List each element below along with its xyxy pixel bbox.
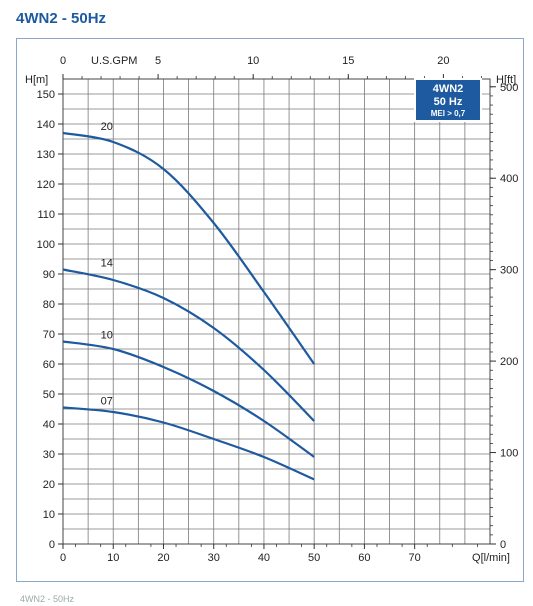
y-tick-label: 100 [37,239,55,251]
y-tick-label: 30 [43,449,55,461]
x-tick-label: 0 [60,552,66,564]
y2-tick-label: 0 [500,539,506,551]
y-tick-label: 110 [37,209,55,221]
curves [62,131,316,481]
curve-14 [62,268,315,422]
curve-label-20: 20 [101,121,113,133]
y-tick-label: 130 [37,149,55,161]
x-tick-label: 40 [258,552,270,564]
model-badge: 4WN2 50 Hz MEI > 0,7 [414,78,482,122]
x2-tick-label: 10 [247,55,259,67]
x-axis-label: Q[l/min] [472,552,510,564]
badge-line2: 50 Hz [434,96,463,108]
y-tick-label: 10 [43,509,55,521]
x-tick-label: 50 [308,552,320,564]
curve-label-07: 07 [101,396,113,408]
y-tick-label: 20 [43,479,55,491]
y-tick-label: 90 [43,269,55,281]
y-tick-label: 60 [43,359,55,371]
y2-tick-label: 400 [500,173,518,185]
x2-tick-label: 5 [155,55,161,67]
badge-line3: MEI > 0,7 [431,109,466,118]
x-tick-label: 10 [107,552,119,564]
y2-tick-label: 300 [500,265,518,277]
axes: 0 10 20 30 40 50 60 700102030405060708090100110… [25,55,518,564]
y-tick-label: 40 [43,419,55,431]
y-tick-label: 80 [43,299,55,311]
x-tick-label: 70 [409,552,421,564]
chart-frame: 0 10 20 30 40 50 60 70 0 10 20 30 40 50 60 70 80 90 100 110… [16,38,524,582]
x-tick-label: 30 [208,552,220,564]
y-axis-label: H[m] [25,74,48,86]
y-tick-label: 150 [37,89,55,101]
badge-line1: 4WN2 [433,83,464,95]
x-tick-label: 20 [157,552,169,564]
footer-text: 4WN2 - 50Hz [20,594,75,604]
grid [62,78,491,545]
y-tick-label: 70 [43,329,55,341]
x2-axis-label: U.S.GPM [91,55,137,67]
y2-tick-label: 500 [500,82,518,94]
x2-tick-label: 20 [437,55,449,67]
curve-label-14: 14 [101,258,113,270]
pump-curve-chart: 0 10 20 30 40 50 60 700102030405060708090100110… [25,55,518,564]
y2-tick-label: 100 [500,448,518,460]
page-title: 4WN2 - 50Hz [16,10,107,27]
curve-20 [62,131,316,365]
x2-tick-label: 0 [60,55,66,67]
y-tick-label: 0 [49,539,55,551]
curve-07 [62,406,315,481]
curve-10 [62,340,315,458]
x2-tick-label: 15 [342,55,354,67]
x-tick-label: 60 [358,552,370,564]
y-tick-label: 120 [37,179,55,191]
y-tick-label: 50 [43,389,55,401]
labels: 20 14 10 07 [101,121,113,408]
y2-tick-label: 200 [500,356,518,368]
y-tick-label: 140 [37,119,55,131]
y2-axis-label: H[ft] [496,74,516,86]
curve-label-10: 10 [101,330,113,342]
